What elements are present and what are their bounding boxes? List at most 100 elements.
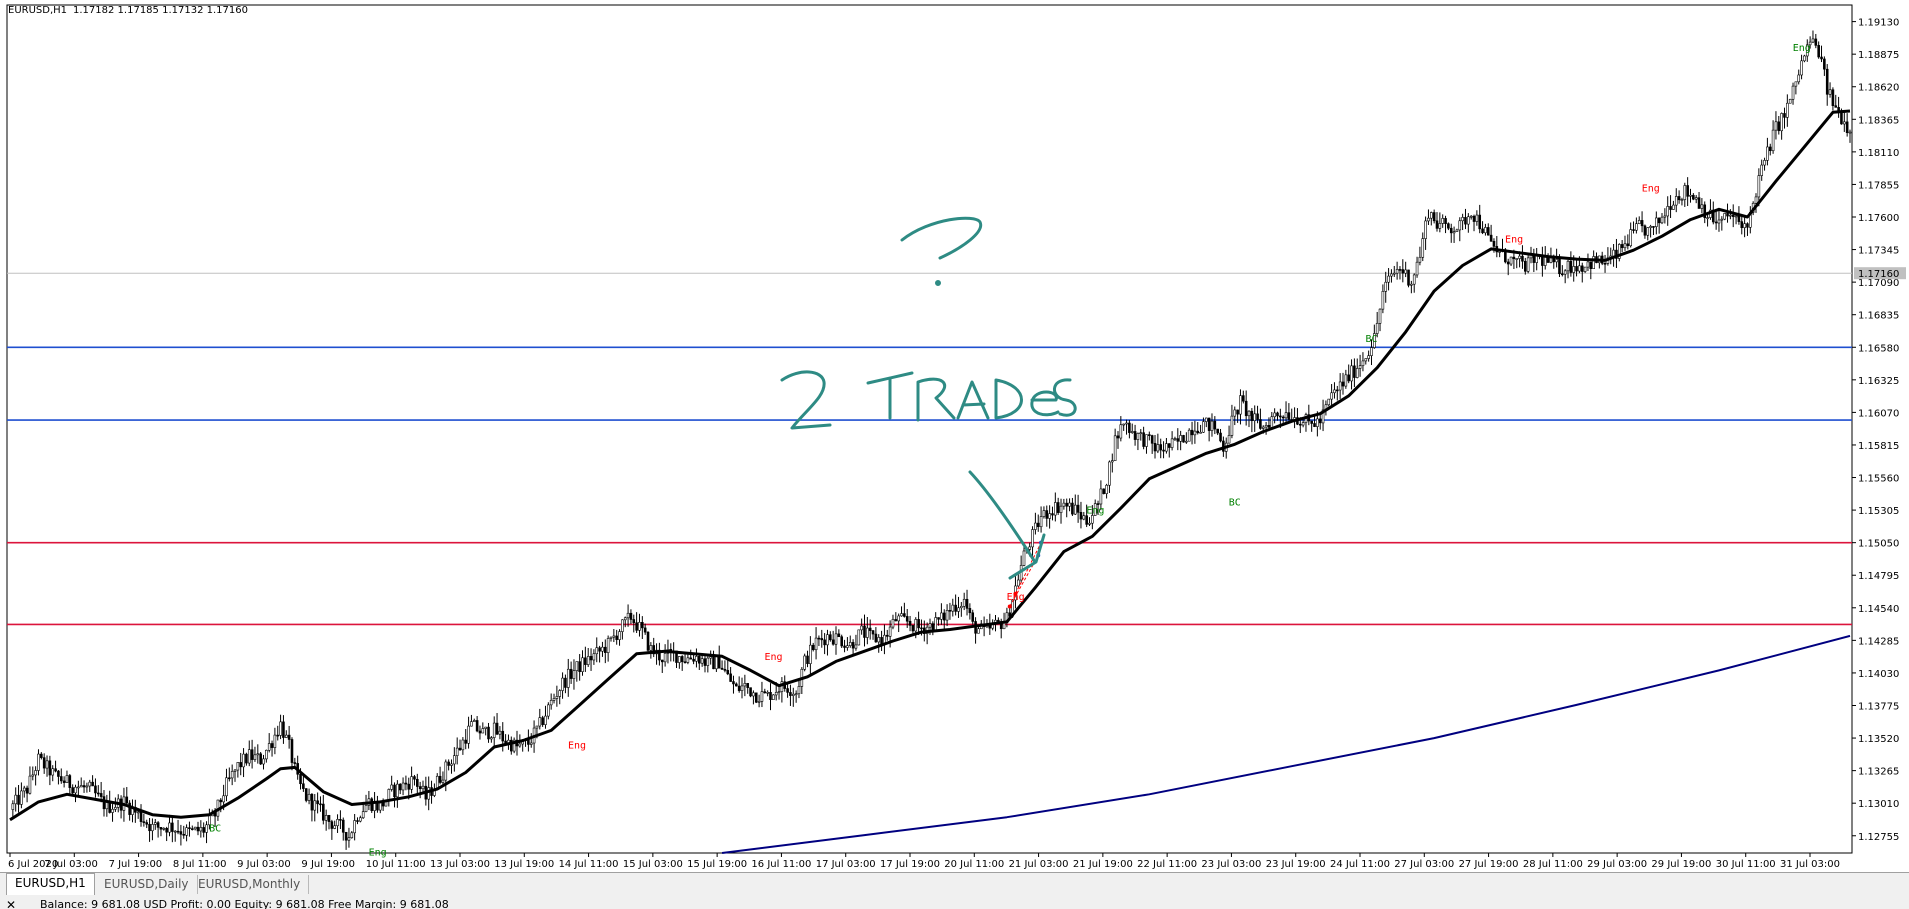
horizontal-lines[interactable] [7,272,1852,626]
candle-body [99,793,103,797]
candle-body [581,657,584,672]
candle-body [1108,461,1111,486]
signal-label: Eng [1793,43,1811,54]
close-icon[interactable]: ✕ [6,898,17,909]
candle-body [1563,270,1567,275]
candle-body [1375,322,1379,334]
candle-body [1632,229,1635,231]
candle-body [914,619,918,632]
candle-body [569,668,573,679]
candle-body [1119,424,1123,439]
candle-body [1136,433,1140,440]
candle-body [1723,213,1726,220]
candle-body [42,757,46,769]
candle-body [1185,440,1188,443]
candle-body [1834,105,1838,108]
trade-entry-marker[interactable] [1013,591,1018,596]
candle-body [1561,273,1564,276]
tab-eurusd-h1[interactable]: EURUSD,H1 [6,873,95,895]
candle-body [1196,430,1200,434]
tab-eurusd-daily[interactable]: EURUSD,Daily [96,875,198,894]
price-axis[interactable]: 1.19130 1.18875 1.18620 1.18365 1.18110 1.178… [1852,18,1906,843]
candle-body [1264,425,1268,428]
trade-line-2[interactable] [1015,542,1042,594]
candle-body [566,668,570,688]
candle-body [1768,146,1772,152]
signal-label: Eng [1505,235,1523,246]
trade-entry-marker[interactable] [1007,604,1012,609]
candle-body [831,639,835,645]
candle-body [811,644,815,651]
candle-body [57,770,60,777]
candle-body [817,637,821,640]
candle-body [173,830,177,833]
candle-body [228,777,231,780]
candle-body [1395,269,1399,274]
handwriting-question-mark [900,216,983,286]
candle-body [1475,214,1479,222]
candle-body [1669,206,1672,210]
time-tick-label: 21 Jul 03:00 [1009,859,1069,870]
candle-body [162,827,166,830]
candle-body [1464,217,1467,225]
candle-body [940,612,943,620]
candle-body [339,819,342,821]
candle-body [1298,423,1302,426]
candle-body [1210,420,1214,431]
price-tick-label: 1.17855 [1858,180,1899,191]
candle-body [1273,412,1276,418]
candle-body [472,720,476,722]
candle-body [726,670,730,675]
candle-body [171,822,174,832]
time-tick-label: 8 Jul 11:00 [173,859,227,870]
candles-layer [11,30,1852,850]
candle-body [1105,484,1108,494]
candle-body [866,627,869,638]
candle-body [686,657,690,663]
candle-body [1626,243,1630,247]
candle-body [444,761,448,781]
candle-body [1689,194,1692,197]
time-tick-label: 17 Jul 03:00 [816,859,876,870]
candle-body [834,633,838,645]
candle-body [1261,426,1265,429]
candle-body [1148,434,1151,436]
time-tick-label: 22 Jul 11:00 [1137,859,1197,870]
candle-body [1589,261,1593,270]
candle-body [632,619,636,624]
candle-body [692,658,695,662]
candle-body [1116,435,1120,439]
candle-body [88,781,92,787]
candle-body [860,625,863,631]
candle-body [1825,68,1829,95]
candle-body [962,598,966,607]
time-tick-label: 15 Jul 19:00 [687,859,747,870]
candle-body [1421,238,1425,258]
candle-body [190,828,194,830]
time-tick-label: 27 Jul 03:00 [1394,859,1454,870]
time-tick-label: 28 Jul 11:00 [1523,859,1583,870]
candle-body [1130,431,1134,433]
ma-slow-line [721,634,1851,854]
price-tick-label: 1.14795 [1858,571,1899,582]
candle-body [660,659,664,663]
candle-body [361,811,365,819]
candle-body [128,802,131,815]
price-tick-label: 1.16070 [1858,408,1899,419]
candle-body [754,692,758,703]
candle-body [1048,513,1051,519]
candle-body [615,635,618,640]
candle-body [14,794,17,805]
candle-body [242,753,245,768]
candle-body [1680,199,1684,201]
candle-body [94,785,97,794]
candle-body [723,668,727,671]
tab-eurusd-monthly[interactable]: EURUSD,Monthly [190,875,310,894]
candle-body [1392,272,1396,275]
candle-body [438,775,442,783]
candle-body [1541,255,1544,266]
candle-body [20,790,23,805]
